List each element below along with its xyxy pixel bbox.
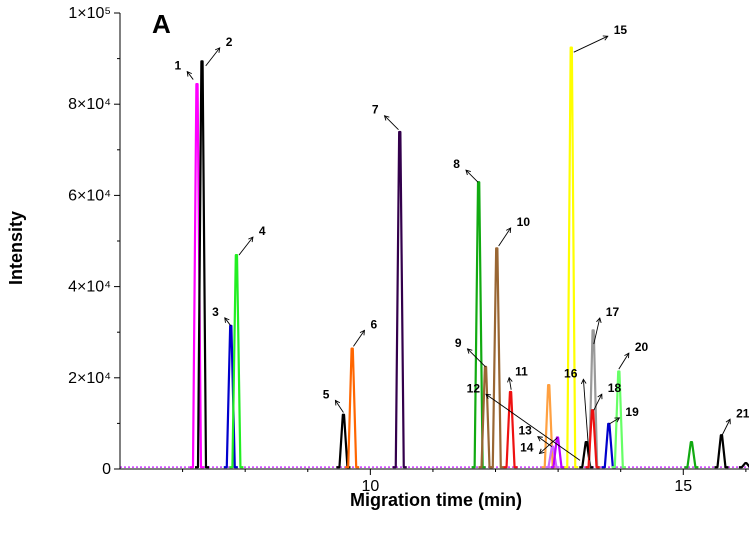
peak-label-19: 19 <box>625 405 639 419</box>
arrow-14 <box>539 437 558 454</box>
peak-2 <box>194 60 209 469</box>
y-tick-label-1: 2×10⁴ <box>68 370 111 387</box>
peak-label-1: 1 <box>175 59 182 73</box>
peak-extra-21 <box>684 440 699 469</box>
arrowhead-4 <box>248 236 254 243</box>
y-tick-label-5: 1×10⁵ <box>68 5 111 22</box>
arrowhead-1 <box>186 70 192 77</box>
peak-label-5: 5 <box>323 387 330 401</box>
arrowhead-21 <box>725 418 731 425</box>
peak-label-7: 7 <box>372 103 379 117</box>
peak-10 <box>489 247 504 469</box>
arrowhead-12 <box>485 393 492 400</box>
arrow-1 <box>186 71 194 80</box>
arrowhead-18 <box>597 393 603 400</box>
peak-18 <box>585 409 600 469</box>
arrow-19 <box>609 417 620 425</box>
peak-4 <box>229 254 244 469</box>
panel-label: A <box>152 9 171 39</box>
arrow-4 <box>238 236 254 256</box>
peak-label-13: 13 <box>518 424 532 438</box>
y-tick-label-0: 0 <box>102 461 111 478</box>
arrow-9 <box>467 348 486 368</box>
arrowhead-14 <box>538 448 545 455</box>
peak-label-14: 14 <box>520 441 534 455</box>
peak-label-21: 21 <box>736 406 749 420</box>
arrow-10 <box>498 227 512 247</box>
arrow-11 <box>508 377 512 390</box>
arrow-21 <box>721 419 731 436</box>
peak-6 <box>345 347 360 469</box>
peak-7 <box>392 130 407 469</box>
x-axis-title: Migration time (min) <box>350 490 522 510</box>
arrow-18 <box>593 393 603 411</box>
arrow-8 <box>465 169 479 183</box>
arrowhead-13 <box>537 436 543 442</box>
peak-20 <box>611 370 626 469</box>
arrowhead-7 <box>383 115 390 121</box>
arrowhead-20 <box>624 352 630 359</box>
peak-11 <box>503 390 518 469</box>
peak-19 <box>601 422 616 469</box>
peak-extra-22 <box>738 461 749 469</box>
peak-label-8: 8 <box>453 157 460 171</box>
arrowhead-3 <box>224 317 230 323</box>
peak-label-12: 12 <box>467 381 481 395</box>
arrow-20 <box>618 352 630 370</box>
arrow-7 <box>384 115 399 131</box>
arrow-15 <box>573 35 608 53</box>
peak-label-16: 16 <box>564 366 578 380</box>
peak-label-18: 18 <box>608 381 622 395</box>
arrow-12 <box>485 393 581 461</box>
peak-label-20: 20 <box>635 340 649 354</box>
y-tick-label-2: 4×10⁴ <box>68 279 111 296</box>
arrow-6 <box>353 330 365 347</box>
peak-label-4: 4 <box>259 224 266 238</box>
arrow-2 <box>205 47 221 67</box>
peak-3 <box>223 324 238 469</box>
arrowhead-6 <box>359 329 365 336</box>
arrowhead-19 <box>614 417 621 423</box>
peak-label-6: 6 <box>370 317 377 331</box>
arrowhead-15 <box>602 35 609 41</box>
peak-label-9: 9 <box>455 336 462 350</box>
y-axis-title: Intensity <box>6 211 26 285</box>
arrow-5 <box>335 400 344 413</box>
arrowhead-2 <box>214 47 221 53</box>
arrow-3 <box>224 317 232 327</box>
peak-1 <box>189 83 204 469</box>
peak-16 <box>579 440 594 469</box>
peak-label-15: 15 <box>614 23 628 37</box>
arrowhead-5 <box>334 399 341 406</box>
arrow-17 <box>593 317 601 345</box>
peak-label-17: 17 <box>606 305 620 319</box>
peak-label-2: 2 <box>226 35 233 49</box>
peak-label-3: 3 <box>212 305 219 319</box>
arrowhead-17 <box>596 317 602 323</box>
peak-label-11: 11 <box>515 365 528 379</box>
arrowhead-9 <box>466 348 473 354</box>
peak-21 <box>714 434 729 469</box>
arrowhead-10 <box>506 227 512 234</box>
y-tick-label-3: 6×10⁴ <box>68 187 111 204</box>
peak-15 <box>564 46 579 469</box>
peaks-layer <box>120 46 749 469</box>
x-tick-label-1: 15 <box>674 478 692 495</box>
arrow-16 <box>582 379 590 461</box>
peak-14 <box>550 436 565 469</box>
arrowhead-8 <box>465 169 471 176</box>
arrowhead-16 <box>580 378 587 385</box>
peak-13 <box>545 445 560 469</box>
arrowhead-11 <box>507 376 513 383</box>
x-tick-label-0: 10 <box>361 478 379 495</box>
y-tick-label-4: 8×10⁴ <box>68 96 111 113</box>
peak-label-10: 10 <box>517 215 531 229</box>
peak-8 <box>471 181 486 469</box>
